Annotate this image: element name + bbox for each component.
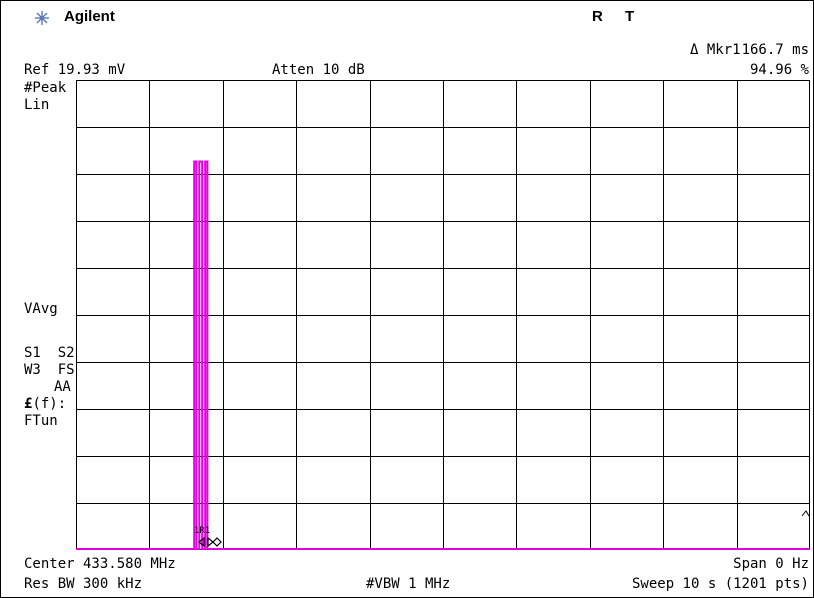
brand-label: Agilent	[64, 8, 115, 25]
marker-time: 166.7 ms	[741, 42, 809, 58]
center-frequency: Center 433.580 MHz	[24, 556, 176, 572]
status-t: T	[625, 8, 635, 25]
status-r: R	[592, 8, 603, 25]
aa-label: AA	[54, 379, 71, 395]
ftun-label: FTun	[24, 413, 58, 429]
ref-level: Ref 19.93 mV	[24, 62, 126, 78]
attenuation: Atten 10 dB	[272, 62, 365, 78]
ff-label: £(f):	[24, 396, 66, 412]
reference-marker-icon[interactable]	[212, 537, 222, 547]
marker-tag: 1R1	[194, 526, 210, 536]
vbw-label: #VBW 1 MHz	[366, 576, 451, 592]
scale-label: Lin	[24, 97, 50, 113]
vavg-label: VAvg	[24, 301, 58, 317]
res-bw: Res BW 300 kHz	[24, 576, 143, 592]
marker-value: 94.96 %	[749, 62, 809, 78]
graticule	[76, 80, 810, 550]
ff-text: (f):	[32, 396, 67, 412]
detector-label: #Peak	[24, 80, 67, 96]
delta-marker-icon[interactable]	[198, 536, 214, 548]
s1s2-label: S1 S2	[24, 345, 75, 361]
ff-symbol: £	[24, 396, 33, 412]
marker-label: Δ Mkr1	[690, 42, 741, 58]
trace-line	[76, 160, 810, 550]
scroll-caret-icon	[801, 510, 810, 517]
marker-symbols[interactable]: 1R1	[194, 526, 222, 548]
sweep-label: Sweep 10 s (1201 pts)	[631, 576, 809, 592]
w3fs-label: W3 FS	[24, 362, 75, 378]
span-label: Span 0 Hz	[733, 556, 809, 572]
agilent-spark-icon	[34, 10, 50, 26]
trace-display[interactable]: 1R1	[76, 80, 810, 550]
